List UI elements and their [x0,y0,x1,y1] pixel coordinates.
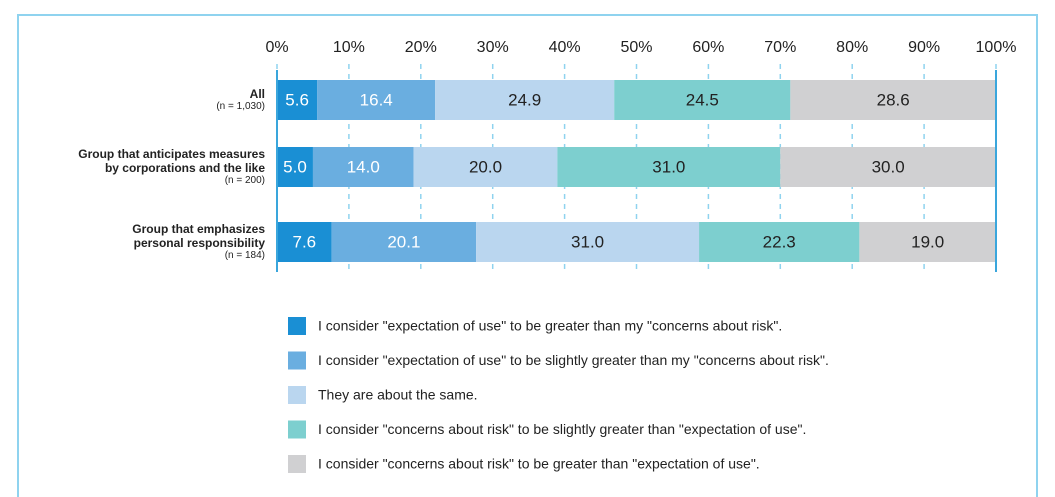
value-label: 20.0 [469,157,502,176]
bar-segment [557,147,781,187]
x-tick-label: 40% [549,39,581,56]
x-tick-label: 100% [976,39,1017,56]
x-tick-label: 80% [836,39,868,56]
category-label: Group that anticipates measures by corpo… [78,147,265,175]
category-note: (n = 1,030) [216,101,265,112]
value-label: 28.6 [877,90,910,109]
value-label: 24.9 [508,90,541,109]
x-tick-label: 90% [908,39,940,56]
legend-label: I consider "expectation of use" to be sl… [318,352,829,368]
category-label: All [249,87,265,101]
bar-segment [413,147,558,187]
category-note: (n = 200) [224,175,265,186]
bar-segment [277,147,313,187]
bar-segment [476,222,700,262]
bar-segment [780,147,996,187]
value-label: 24.5 [686,90,719,109]
value-label: 5.0 [283,157,307,176]
value-label: 31.0 [652,157,685,176]
legend-swatch [288,420,306,439]
legend-label: They are about the same. [318,387,478,403]
x-tick-label: 20% [405,39,437,56]
bar-segment [859,222,996,262]
value-label: 19.0 [911,232,944,251]
x-tick-label: 30% [477,39,509,56]
value-label: 30.0 [872,157,905,176]
value-label: 20.1 [387,232,420,251]
value-label: 5.6 [285,90,309,109]
bar-segment [277,222,332,262]
category-label: Group that emphasizes personal responsib… [132,222,265,250]
legend-swatch [288,317,306,335]
bar-segment [699,222,860,262]
x-tick-label: 50% [620,39,652,56]
legend-label: I consider "concerns about risk" to be g… [318,456,760,472]
bar-segment [317,80,436,120]
value-label: 22.3 [763,232,796,251]
frame [17,14,1038,497]
x-tick-label: 70% [764,39,796,56]
value-label: 14.0 [347,157,380,176]
x-tick-label: 0% [265,39,288,56]
value-label: 31.0 [571,232,604,251]
legend-label: I consider "concerns about risk" to be s… [318,421,806,437]
x-tick-label: 10% [333,39,365,56]
legend-swatch [288,351,306,370]
value-label: 16.4 [360,90,393,109]
bar-segment [435,80,615,120]
value-label: 7.6 [293,232,317,251]
bar-segment [277,80,318,120]
legend-label: I consider "expectation of use" to be gr… [318,318,782,334]
bar-segment [790,80,996,120]
legend-swatch [288,386,306,404]
legend-swatch [288,455,306,473]
x-tick-label: 60% [692,39,724,56]
bar-segment [312,147,414,187]
bar-segment [614,80,791,120]
bar-segment [331,222,477,262]
category-note: (n = 184) [224,250,265,261]
